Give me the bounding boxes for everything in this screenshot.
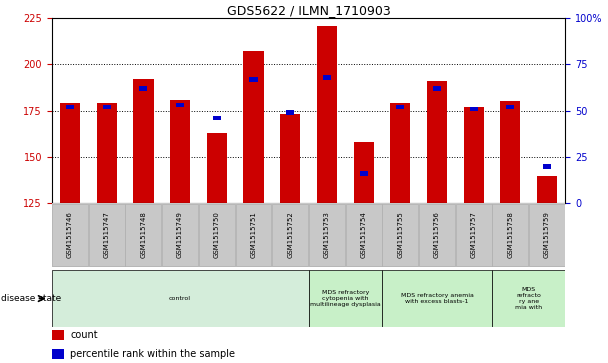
Bar — [492, 204, 528, 266]
Text: GSM1515750: GSM1515750 — [214, 212, 220, 258]
Bar — [317, 25, 337, 203]
Bar — [359, 171, 368, 176]
Bar — [103, 105, 111, 109]
Text: GSM1515754: GSM1515754 — [361, 212, 367, 258]
Bar — [308, 270, 382, 327]
Bar — [419, 204, 455, 266]
Bar — [382, 204, 418, 266]
Text: GSM1515746: GSM1515746 — [67, 212, 73, 258]
Bar — [323, 75, 331, 80]
Bar — [133, 79, 153, 203]
Bar — [89, 204, 125, 266]
Text: percentile rank within the sample: percentile rank within the sample — [70, 349, 235, 359]
Bar — [529, 204, 565, 266]
Bar — [97, 103, 117, 203]
Bar — [243, 52, 264, 203]
Text: GSM1515748: GSM1515748 — [140, 212, 147, 258]
Bar — [280, 114, 300, 203]
Bar — [139, 86, 148, 91]
Bar — [272, 204, 308, 266]
Text: GSM1515749: GSM1515749 — [177, 212, 183, 258]
Bar — [427, 81, 447, 203]
Bar — [66, 105, 74, 109]
Bar — [52, 204, 88, 266]
Bar — [286, 110, 294, 115]
Bar — [537, 176, 557, 203]
Text: GSM1515759: GSM1515759 — [544, 212, 550, 258]
Text: MDS refractory anemia
with excess blasts-1: MDS refractory anemia with excess blasts… — [401, 293, 474, 304]
Text: GSM1515757: GSM1515757 — [471, 212, 477, 258]
Bar — [213, 116, 221, 121]
Text: MDS refractory
cytopenia with
multilineage dysplasia: MDS refractory cytopenia with multilinea… — [310, 290, 381, 307]
Text: GSM1515758: GSM1515758 — [508, 212, 513, 258]
Bar — [52, 330, 64, 340]
Bar — [353, 142, 374, 203]
Bar — [249, 77, 258, 82]
Title: GDS5622 / ILMN_1710903: GDS5622 / ILMN_1710903 — [227, 4, 390, 17]
Bar — [382, 270, 492, 327]
Bar — [492, 270, 565, 327]
Bar — [52, 270, 308, 327]
Bar — [506, 105, 514, 109]
Text: count: count — [70, 330, 98, 340]
Bar — [162, 204, 198, 266]
Bar — [500, 101, 520, 203]
Text: GSM1515752: GSM1515752 — [287, 212, 293, 258]
Bar — [464, 107, 484, 203]
Bar — [52, 349, 64, 359]
Bar — [543, 164, 551, 168]
Bar — [125, 204, 161, 266]
Bar — [396, 105, 404, 109]
Bar — [469, 107, 478, 111]
Bar — [170, 99, 190, 203]
Bar — [456, 204, 492, 266]
Bar — [60, 103, 80, 203]
Text: MDS
refracto
ry ane
mia with: MDS refracto ry ane mia with — [515, 287, 542, 310]
Bar — [207, 133, 227, 203]
Bar — [390, 103, 410, 203]
Text: GSM1515751: GSM1515751 — [250, 212, 257, 258]
Text: control: control — [169, 296, 191, 301]
Text: GSM1515756: GSM1515756 — [434, 212, 440, 258]
Bar — [199, 204, 235, 266]
Bar — [235, 204, 272, 266]
Text: GSM1515747: GSM1515747 — [104, 212, 109, 258]
Bar — [309, 204, 345, 266]
Text: GSM1515753: GSM1515753 — [324, 212, 330, 258]
Bar — [345, 204, 382, 266]
Text: disease state: disease state — [1, 294, 61, 303]
Bar — [433, 86, 441, 91]
Bar — [176, 103, 184, 107]
Text: GSM1515755: GSM1515755 — [397, 212, 403, 258]
